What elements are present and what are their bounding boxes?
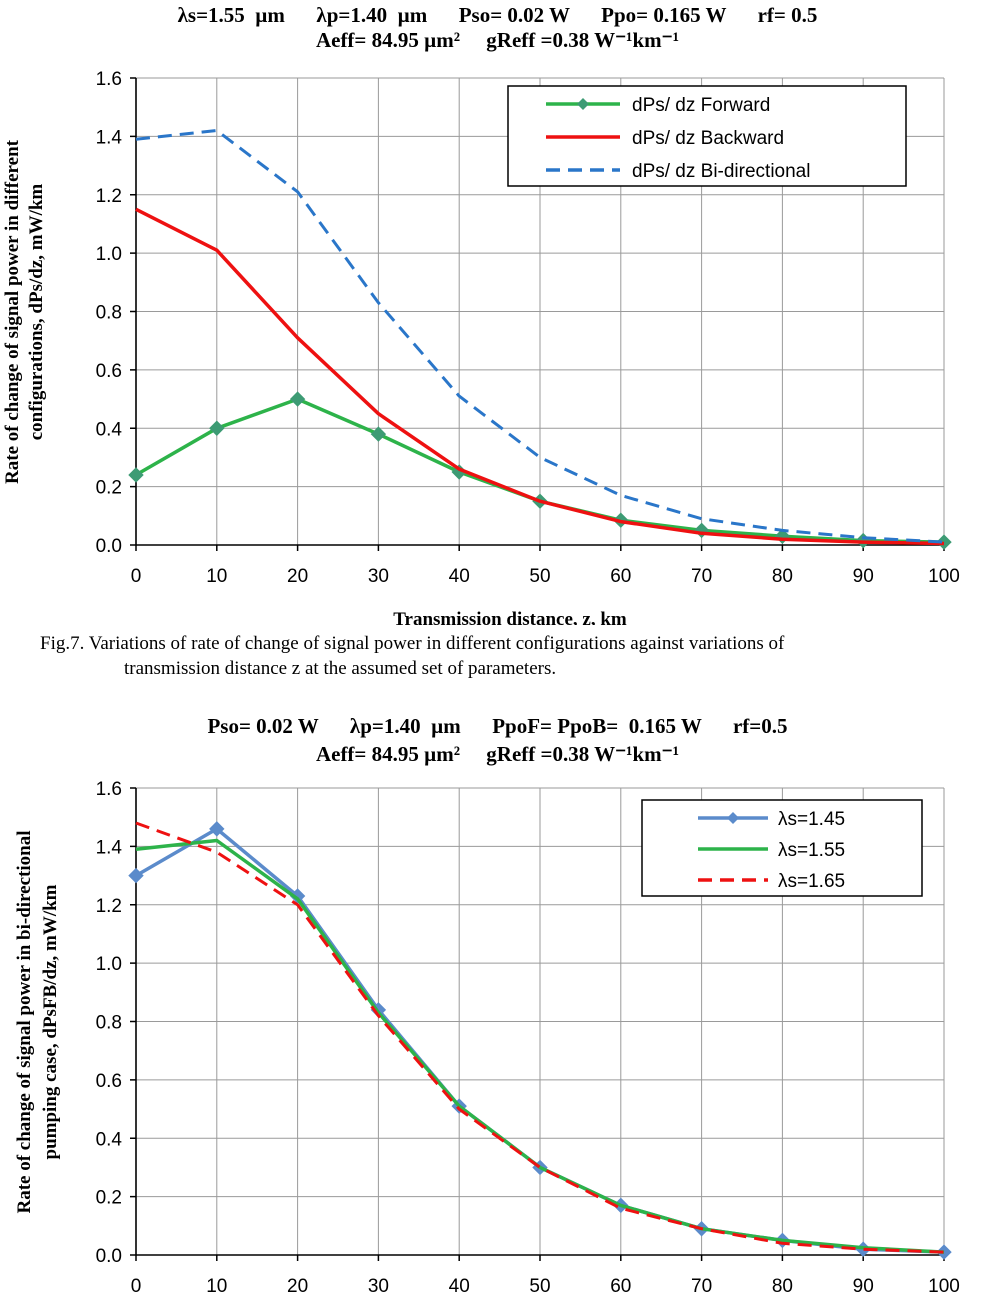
legend-label-3: λs=1.65 xyxy=(778,871,845,892)
legend-label-3: dPs/ dz Bi-directional xyxy=(632,161,810,182)
y-axis-label-line1: Rate of change of signal power in differ… xyxy=(2,139,23,484)
x-tick-label: 80 xyxy=(772,566,793,587)
x-tick-label: 60 xyxy=(610,566,631,587)
y-tick-label: 1.0 xyxy=(96,244,122,265)
x-tick-label: 60 xyxy=(610,1276,631,1297)
y-tick-label: 0.8 xyxy=(96,1013,122,1034)
series-line-2 xyxy=(135,207,945,546)
y-tick-label: 1.2 xyxy=(96,896,122,917)
x-tick-label: 40 xyxy=(449,1276,470,1297)
figure-caption-line2: transmission distance z at the assumed s… xyxy=(124,658,557,679)
data-point-marker xyxy=(209,821,225,837)
series-line-3 xyxy=(135,129,945,544)
y-axis-label-line2: configurations, dPs/dz, mW/km xyxy=(26,184,47,441)
data-point-marker xyxy=(128,867,144,884)
y-tick-label: 1.6 xyxy=(96,779,122,800)
chart2-plot: 0.0 0.2 0.4 0.6 0.8 1.0 1.2 1.4 1.6 0 10 20 30 40 50 60… xyxy=(14,779,960,1297)
legend-label-1: λs=1.45 xyxy=(778,809,845,830)
y-tick-label: 0.4 xyxy=(96,419,123,440)
x-tick-label: 70 xyxy=(691,566,712,587)
x-tick-label: 70 xyxy=(691,1276,712,1297)
y-tick-label: 0.2 xyxy=(96,478,122,499)
chart2-params-line2: Aeff= 84.95 µm² gReff =0.38 W⁻¹km⁻¹ xyxy=(315,742,680,766)
legend-marker xyxy=(727,812,739,824)
y-tick-label: 0.0 xyxy=(96,536,122,557)
x-tick-label: 30 xyxy=(368,566,389,587)
x-tick-label: 90 xyxy=(853,1276,874,1297)
y-axis-label-line1: Rate of change of signal power in bi-dir… xyxy=(14,831,35,1214)
legend-marker xyxy=(577,98,589,110)
y-tick-label: 1.6 xyxy=(96,69,122,90)
x-tick-label: 40 xyxy=(449,566,470,587)
y-tick-label: 0.0 xyxy=(96,1246,122,1267)
legend-label-2: dPs/ dz Backward xyxy=(632,128,784,149)
y-tick-label: 0.2 xyxy=(96,1188,122,1209)
legend-label-1: dPs/ dz Forward xyxy=(632,95,770,116)
figure-caption-line1: Fig.7. Variations of rate of change of s… xyxy=(40,633,785,654)
x-tick-label: 80 xyxy=(772,1276,793,1297)
x-tick-label: 10 xyxy=(206,1276,227,1297)
y-tick-label: 0.6 xyxy=(96,1071,122,1092)
x-tick-label: 50 xyxy=(529,1276,550,1297)
chart1-params-line2: Aeff= 84.95 µm² gReff =0.38 W⁻¹km⁻¹ xyxy=(315,28,680,52)
data-point-marker xyxy=(128,467,144,483)
x-axis-label: Transmission distance, z, km xyxy=(393,609,627,625)
series-line-2 xyxy=(135,838,945,1254)
y-axis-label-line2: pumping case, dPsFB/dz, mW/km xyxy=(40,884,61,1159)
x-tick-label: 50 xyxy=(529,566,550,587)
x-tick-label: 0 xyxy=(131,1276,142,1297)
chart1-plot: 0.0 0.2 0.4 0.6 0.8 1.0 1.2 1.4 1.6 0 10 20 30 40 50 60… xyxy=(2,69,960,625)
y-tick-label: 0.4 xyxy=(96,1129,123,1150)
data-point-marker xyxy=(209,420,225,436)
y-tick-label: 0.8 xyxy=(96,303,122,324)
x-tick-label: 90 xyxy=(853,566,874,587)
x-tick-label: 100 xyxy=(928,1276,960,1297)
x-tick-label: 10 xyxy=(206,566,227,587)
x-tick-label: 20 xyxy=(287,566,308,587)
x-tick-label: 30 xyxy=(368,1276,389,1297)
data-point-marker xyxy=(289,391,306,407)
chart1-params-line1: λs=1.55 µm λp=1.40 µm Pso= 0.02 W Ppo= 0… xyxy=(177,3,818,27)
series-line-3 xyxy=(135,821,945,1254)
y-tick-label: 1.4 xyxy=(96,837,123,858)
chart2-params-line1: Pso= 0.02 W λp=1.40 µm PpoF= PpoB= 0.165… xyxy=(207,714,788,738)
x-tick-label: 100 xyxy=(928,566,960,587)
y-tick-label: 1.0 xyxy=(96,954,122,975)
y-tick-label: 1.2 xyxy=(96,186,122,207)
legend-box xyxy=(641,799,923,897)
data-point-marker xyxy=(370,426,387,442)
y-tick-label: 0.6 xyxy=(96,361,122,382)
x-tick-label: 0 xyxy=(131,566,142,587)
legend-label-2: λs=1.55 xyxy=(778,840,845,861)
x-tick-label: 20 xyxy=(287,1276,308,1297)
y-tick-label: 1.4 xyxy=(96,127,123,148)
